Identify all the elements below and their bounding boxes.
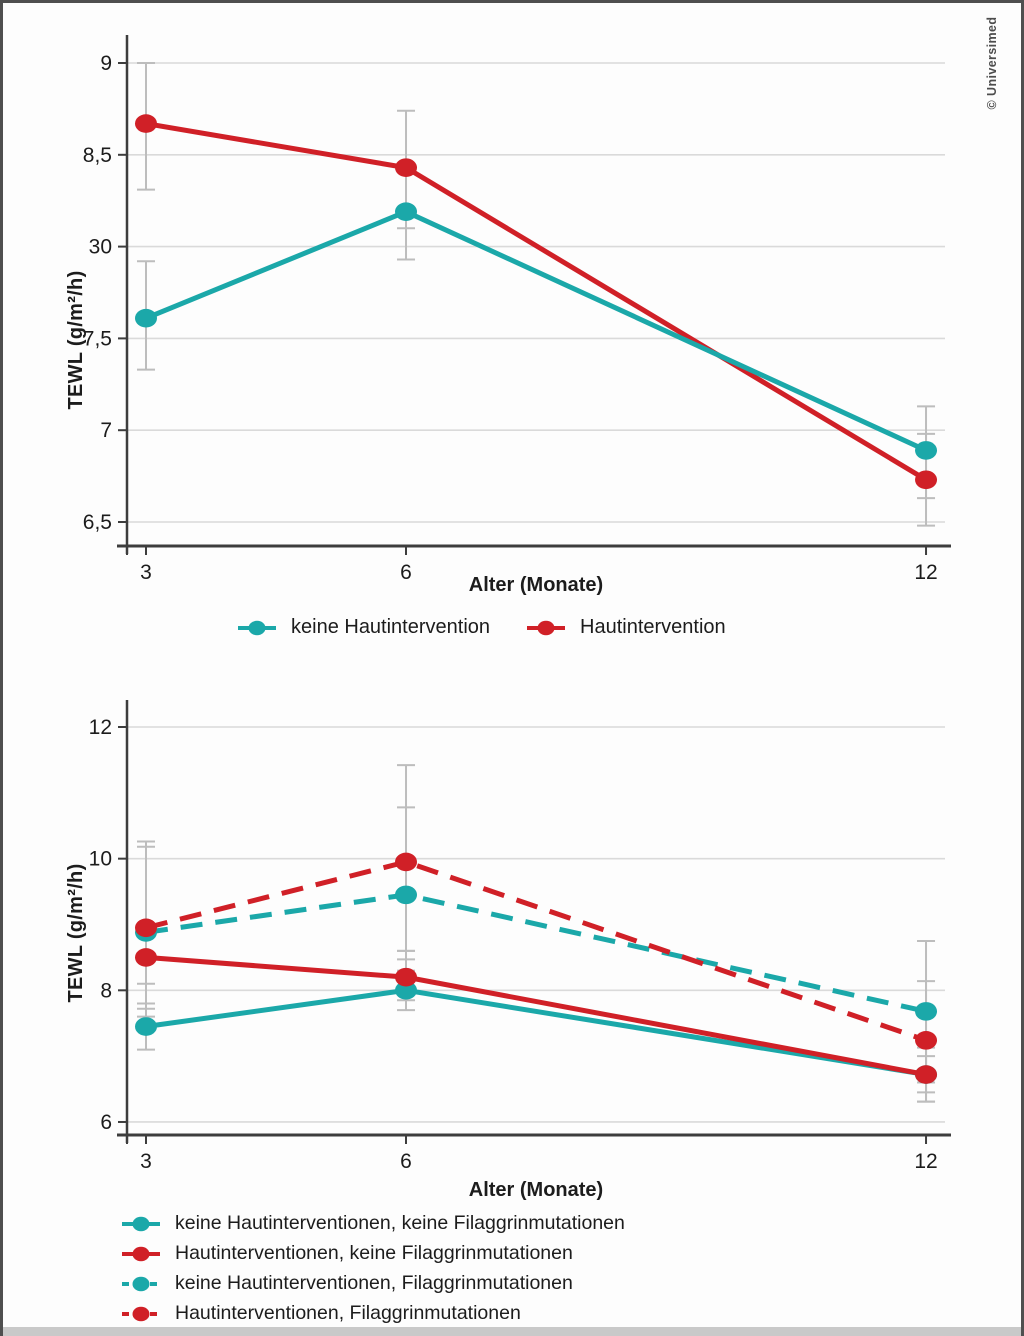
legend-marker-dot <box>132 1246 150 1261</box>
legend-top: keine Hautintervention Hautintervention <box>237 616 726 639</box>
y-tick-label: 6,5 <box>83 511 112 534</box>
legend-item-label: keine Hautinterventionen, Filaggrinmutat… <box>175 1272 573 1294</box>
data-point-marker <box>135 114 157 133</box>
legend-item: Hautinterventionen, Filaggrinmutationen <box>121 1302 625 1325</box>
y-tick-label: 7 <box>100 419 112 442</box>
data-point-marker <box>915 1031 938 1050</box>
legend-item-label: Hautinterventionen, Filaggrinmutationen <box>175 1302 521 1324</box>
data-point-marker <box>395 158 418 177</box>
y-tick-label: 30 <box>89 236 112 259</box>
legend-marker-dot <box>248 620 266 635</box>
legend-marker-solid <box>238 620 276 635</box>
legend-item-label: Hautintervention <box>580 616 726 638</box>
x-tick-label: 12 <box>914 1150 937 1173</box>
y-tick-label: 6 <box>100 1111 112 1134</box>
x-tick-label: 12 <box>914 561 937 584</box>
legend-marker-dot <box>132 1216 150 1231</box>
y-tick-label: 8,5 <box>83 144 112 167</box>
legend-item-label: keine Hautintervention <box>291 616 491 638</box>
x-tick-label: 6 <box>400 1150 412 1173</box>
copyright-credit: © Universimed <box>985 16 999 110</box>
legend-item: Hautintervention <box>526 616 726 639</box>
legend-item: Hautinterventionen, keine Filaggrinmutat… <box>121 1242 625 1265</box>
y-tick-label: 9 <box>100 52 112 75</box>
y-axis-title-bottom: TEWL (g/m²/h) <box>65 863 87 1003</box>
legend-item-label: Hautinterventionen, keine Filaggrinmutat… <box>175 1242 573 1264</box>
y-tick-label: 7,5 <box>83 327 112 350</box>
data-point-marker <box>135 308 157 328</box>
data-point-marker <box>915 1065 938 1084</box>
x-axis-title-top: Alter (Monate) <box>468 574 604 596</box>
data-point-marker <box>395 202 418 222</box>
legend-item: keine Hautinterventionen, Filaggrinmutat… <box>121 1272 625 1295</box>
data-point-marker <box>915 441 938 460</box>
data-point-marker <box>135 1017 157 1036</box>
bottom-border-band <box>3 1327 1021 1336</box>
legend-item: keine Hautinterventionen, keine Filaggri… <box>121 1212 625 1235</box>
series-line <box>145 859 927 1043</box>
legend-item-label: keine Hautinterventionen, keine Filaggri… <box>175 1212 625 1234</box>
x-tick-label: 6 <box>400 561 412 584</box>
y-tick-label: 12 <box>89 716 112 739</box>
data-point-marker <box>915 1002 938 1021</box>
x-tick-label: 3 <box>140 561 152 584</box>
data-point-marker <box>395 885 418 905</box>
legend-marker-dot <box>132 1306 150 1321</box>
data-point-marker <box>915 470 938 490</box>
data-point-marker <box>135 918 157 938</box>
series-line <box>145 892 927 1014</box>
x-tick-label: 3 <box>140 1150 152 1173</box>
legend-marker-dashed <box>122 1276 160 1291</box>
y-tick-label: 10 <box>89 848 112 871</box>
legend-item: keine Hautintervention <box>237 616 490 639</box>
legend-marker-solid <box>122 1216 160 1231</box>
legend-marker-dot <box>537 620 555 635</box>
data-point-marker <box>395 981 418 1000</box>
legend-bottom: keine Hautinterventionen, keine Filaggri… <box>121 1212 625 1325</box>
data-point-marker <box>135 948 157 967</box>
legend-marker-dashed <box>122 1306 160 1321</box>
legend-marker-solid <box>122 1246 160 1261</box>
data-point-marker <box>395 852 418 872</box>
legend-marker-solid <box>527 620 566 635</box>
legend-marker-dot <box>132 1276 150 1291</box>
data-point-marker <box>395 967 418 987</box>
y-axis-title-top: TEWL (g/m²/h) <box>65 270 87 410</box>
y-tick-label: 8 <box>100 979 112 1002</box>
x-axis-title-bottom: Alter (Monate) <box>468 1179 604 1201</box>
